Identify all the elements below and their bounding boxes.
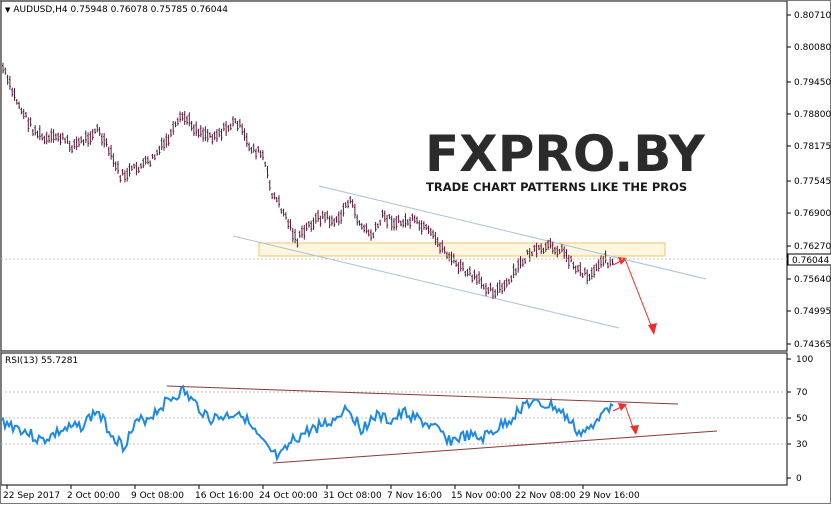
symbol-header-text: AUDUSD,H4 0.75948 0.76078 0.75785 0.7604… (13, 5, 228, 15)
rsi-pane[interactable] (1, 352, 788, 486)
time-tick-label: 16 Oct 16:00 (195, 491, 254, 501)
rsi-axis[interactable]: 100 70 50 30 0 (787, 355, 813, 484)
price-tick-label: 0.80080 (794, 43, 831, 53)
price-tick-label: 0.76270 (794, 242, 831, 252)
collapse-arrow-icon[interactable]: ▼ (5, 6, 11, 14)
price-tick-label: 0.76900 (794, 209, 831, 219)
channel-lower-line[interactable] (232, 235, 620, 329)
price-tick-label: 0.77545 (794, 177, 831, 187)
time-tick-label: 15 Nov 00:00 (451, 491, 512, 501)
rsi-header: RSI(13) 55.7281 (5, 356, 79, 366)
time-axis[interactable]: 22 Sep 2017 2 Oct 00:00 9 Oct 08:00 16 Oct … (3, 485, 640, 501)
price-tick-label: 0.74995 (794, 307, 831, 317)
forecast-arrow (612, 257, 657, 335)
rsi-tick-label: 100 (796, 355, 813, 365)
rsi-tick-label: 0 (796, 474, 802, 484)
support-zone[interactable] (258, 242, 666, 257)
price-tick-label: 0.75640 (794, 275, 831, 285)
rsi-tick-label: 30 (796, 440, 808, 450)
rsi-upper-trendline[interactable] (166, 385, 679, 405)
price-tick-label: 0.78175 (794, 142, 831, 152)
time-tick-label: 22 Nov 08:00 (515, 491, 576, 501)
current-price-marker: 0.76044 (1, 253, 831, 266)
watermark-tagline: TRADE CHART PATTERNS LIKE THE PROS (426, 180, 687, 194)
price-axis[interactable]: 0.80710 0.80080 0.79450 0.78800 0.78175 0.775… (787, 11, 831, 350)
watermark-logo: FXPRO.BY TRADE CHART PATTERNS LIKE THE P… (421, 125, 707, 197)
watermark-brand: FXPRO.BY (425, 125, 706, 183)
price-tick-label: 0.80710 (794, 11, 831, 21)
time-tick-label: 7 Nov 16:00 (387, 491, 442, 501)
rsi-forecast-arrows (612, 403, 639, 435)
price-tick-label: 0.78800 (794, 110, 831, 120)
channel-upper-line[interactable] (318, 185, 707, 280)
rsi-lower-trendline[interactable] (272, 430, 718, 464)
time-tick-label: 22 Sep 2017 (3, 491, 60, 501)
price-bars (2, 62, 614, 299)
rsi-tick-label: 50 (796, 414, 808, 424)
time-tick-label: 31 Oct 08:00 (323, 491, 382, 501)
price-tick-label: 0.74365 (794, 340, 831, 350)
price-tick-label: 0.79450 (794, 78, 831, 88)
time-tick-label: 2 Oct 00:00 (67, 491, 120, 501)
time-tick-label: 29 Nov 16:00 (579, 491, 640, 501)
time-tick-label: 24 Oct 00:00 (259, 491, 318, 501)
symbol-header: ▼ AUDUSD,H4 0.75948 0.76078 0.75785 0.760… (5, 5, 228, 15)
rsi-line (1, 384, 614, 462)
time-tick-label: 9 Oct 08:00 (131, 491, 184, 501)
current-price-label: 0.76044 (792, 256, 829, 266)
rsi-tick-label: 70 (796, 388, 808, 398)
